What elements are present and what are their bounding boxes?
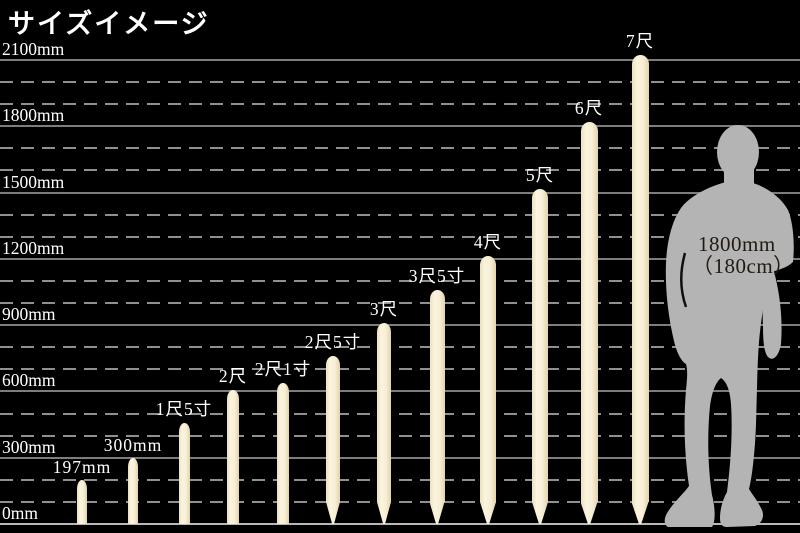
stake-pointed-tip xyxy=(631,502,649,524)
gridline-minor xyxy=(0,501,800,503)
gridline-major xyxy=(0,192,800,194)
chart-title: サイズイメージ xyxy=(8,9,210,39)
stake-label: 2尺 xyxy=(218,366,248,386)
stake: 2尺5寸 xyxy=(305,332,360,524)
stake-body xyxy=(128,458,138,524)
gridline-minor xyxy=(0,236,800,238)
gridline-minor xyxy=(0,413,800,415)
y-axis-tick: 900mm xyxy=(2,304,56,324)
stake-body xyxy=(631,55,649,502)
stake-body xyxy=(377,323,391,502)
stake: 6尺 xyxy=(575,98,602,524)
stake-body xyxy=(429,290,445,502)
stake: 3尺 xyxy=(370,299,397,524)
silhouette-body xyxy=(664,182,794,527)
gridline-major xyxy=(0,59,800,61)
stake: 2尺1寸 xyxy=(255,359,310,524)
reference-height-mm: 1800mm xyxy=(698,232,776,256)
stake-body xyxy=(326,356,340,502)
gridline-minor xyxy=(0,169,800,171)
gridline-minor xyxy=(0,103,800,105)
stake: 1尺5寸 xyxy=(156,399,211,524)
stake-label: 300mm xyxy=(103,435,163,455)
stake-label: 3尺 xyxy=(369,299,399,319)
stake-pointed-tip xyxy=(580,502,598,524)
stake: 3尺5寸 xyxy=(409,266,464,524)
stake: 5尺 xyxy=(526,165,553,524)
stake: 4尺 xyxy=(474,232,501,524)
stake: 2尺 xyxy=(219,366,246,524)
stake-label: 7尺 xyxy=(625,31,655,51)
gridline-minor xyxy=(0,368,800,370)
stake-body xyxy=(532,189,548,502)
human-silhouette xyxy=(655,120,800,532)
stake-body xyxy=(227,390,239,524)
gridline-minor xyxy=(0,302,800,304)
reference-height-cm: （180cm） xyxy=(692,254,795,278)
stake-pointed-tip xyxy=(326,502,340,524)
stake-label: 197mm xyxy=(52,457,112,477)
stake-body xyxy=(580,122,598,502)
gridline-minor xyxy=(0,214,800,216)
stake-body xyxy=(480,256,496,502)
stake-body xyxy=(77,480,87,524)
y-axis-tick: 1800mm xyxy=(2,105,65,125)
gridline-minor xyxy=(0,280,800,282)
silhouette-right-forearm xyxy=(762,268,782,359)
y-axis-tick: 1500mm xyxy=(2,172,65,192)
stake-pointed-tip xyxy=(480,502,496,524)
y-axis-tick: 0mm xyxy=(2,503,38,523)
gridline-major xyxy=(0,457,800,459)
stake-pointed-tip xyxy=(429,502,445,524)
stake: 7尺 xyxy=(626,31,653,524)
stake: 300mm xyxy=(104,435,161,524)
y-axis-tick: 1200mm xyxy=(2,238,65,258)
y-axis-tick: 600mm xyxy=(2,370,56,390)
y-axis-tick: 2100mm xyxy=(2,39,65,59)
stake-body xyxy=(178,423,190,524)
gridline-major xyxy=(0,258,800,260)
gridline-major xyxy=(0,324,800,326)
stake-label: 6尺 xyxy=(574,98,604,118)
reference-height-label: 1800mm （180cm） xyxy=(692,233,795,277)
y-axis-tick: 300mm xyxy=(2,437,56,457)
stake-label: 5尺 xyxy=(525,165,555,185)
gridline-minor xyxy=(0,435,800,437)
stake-body xyxy=(277,383,289,524)
stake-pointed-tip xyxy=(377,502,391,524)
gridline-minor xyxy=(0,346,800,348)
stake-pointed-tip xyxy=(532,502,548,524)
stake-label: 4尺 xyxy=(473,232,503,252)
gridline-minor xyxy=(0,81,800,83)
stake-label: 3尺5寸 xyxy=(408,266,466,286)
stake: 197mm xyxy=(53,457,110,524)
stake-label: 2尺1寸 xyxy=(254,359,312,379)
gridline-major xyxy=(0,125,800,127)
stake-label: 2尺5寸 xyxy=(304,332,362,352)
silhouette-arm-gap xyxy=(680,252,688,308)
gridline-minor xyxy=(0,147,800,149)
gridline-major xyxy=(0,523,800,525)
stake-label: 1尺5寸 xyxy=(155,399,213,419)
human-silhouette-graphic xyxy=(664,125,794,527)
gridline-minor xyxy=(0,479,800,481)
gridline-major xyxy=(0,390,800,392)
